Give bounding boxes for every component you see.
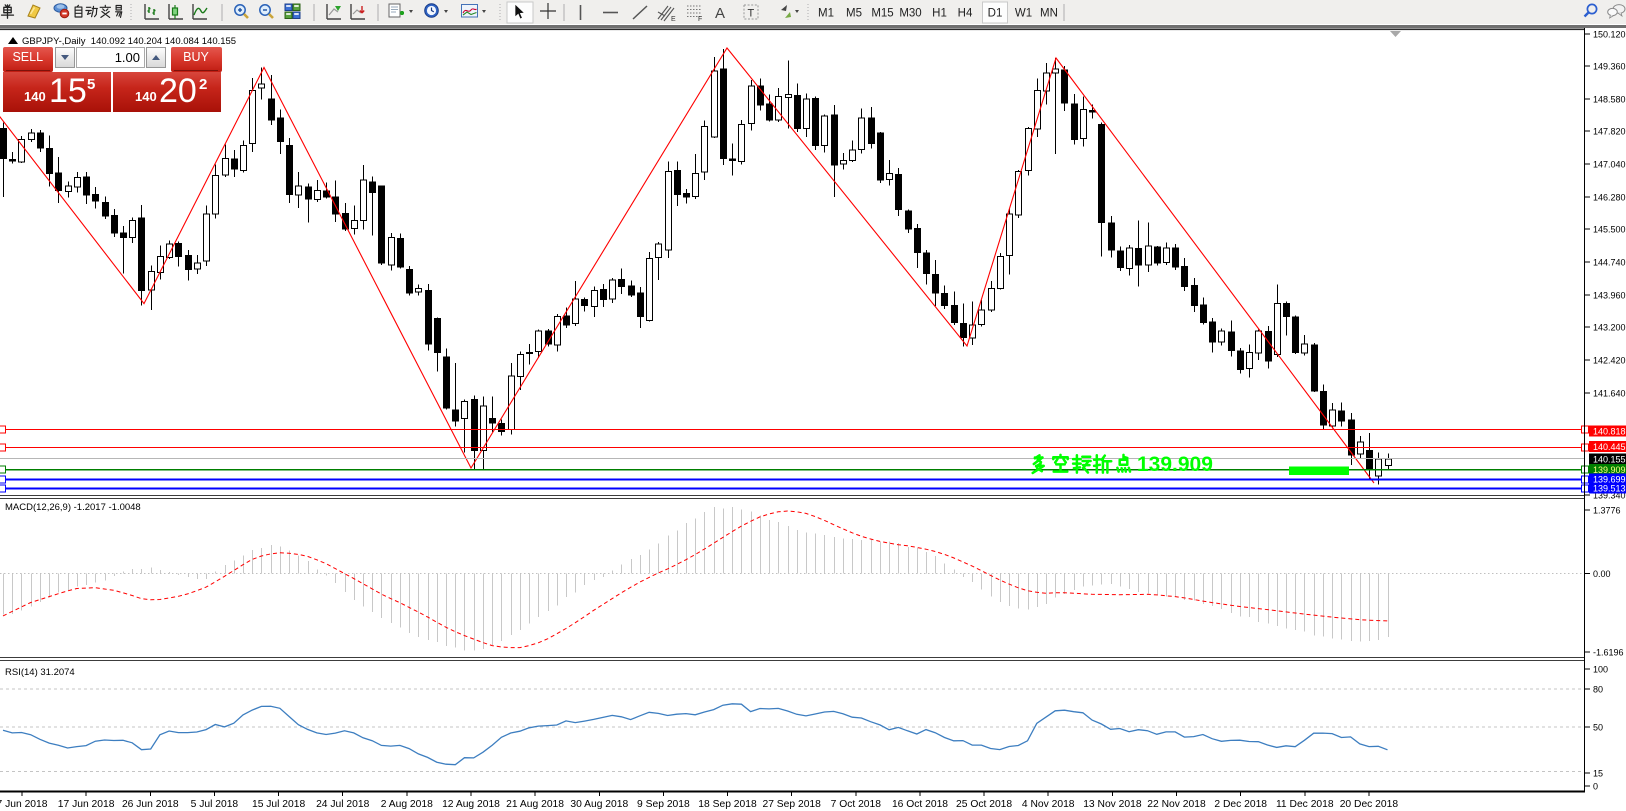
svg-text:139.909: 139.909 <box>1137 453 1213 476</box>
svg-text:139.340: 139.340 <box>1593 491 1626 501</box>
svg-text:149.360: 149.360 <box>1593 62 1626 72</box>
svg-text:147.820: 147.820 <box>1593 127 1626 137</box>
svg-text:26 Jun 2018: 26 Jun 2018 <box>122 799 179 810</box>
svg-text:16 Oct 2018: 16 Oct 2018 <box>892 799 948 810</box>
svg-text:27 Sep 2018: 27 Sep 2018 <box>762 799 821 810</box>
svg-text:1.3776: 1.3776 <box>1593 506 1621 516</box>
svg-text:0.00: 0.00 <box>1593 569 1611 579</box>
svg-text:80: 80 <box>1593 685 1603 695</box>
svg-text:4 Nov 2018: 4 Nov 2018 <box>1022 799 1075 810</box>
svg-text:21 Aug 2018: 21 Aug 2018 <box>506 799 564 810</box>
svg-text:148.580: 148.580 <box>1593 95 1626 105</box>
svg-text:18 Sep 2018: 18 Sep 2018 <box>698 799 757 810</box>
svg-text:M1: M1 <box>818 8 834 20</box>
svg-text:140.445: 140.445 <box>1593 442 1626 452</box>
svg-text:15 Jul 2018: 15 Jul 2018 <box>252 799 306 810</box>
svg-text:13 Nov 2018: 13 Nov 2018 <box>1083 799 1142 810</box>
svg-text:17 Jun 2018: 17 Jun 2018 <box>58 799 115 810</box>
svg-text:30 Aug 2018: 30 Aug 2018 <box>570 799 628 810</box>
svg-text:M30: M30 <box>899 8 921 20</box>
svg-text:7 Oct 2018: 7 Oct 2018 <box>831 799 882 810</box>
svg-text:D1: D1 <box>988 8 1003 20</box>
svg-text:M5: M5 <box>846 8 862 20</box>
svg-text:E: E <box>671 16 676 23</box>
svg-text:145.500: 145.500 <box>1593 225 1626 235</box>
svg-text:MN: MN <box>1040 8 1058 20</box>
svg-text:M15: M15 <box>871 8 893 20</box>
svg-text:0: 0 <box>1593 782 1598 792</box>
svg-text:22 Nov 2018: 22 Nov 2018 <box>1147 799 1206 810</box>
svg-text:RSI(14) 31.2074: RSI(14) 31.2074 <box>5 667 75 678</box>
svg-text:25 Oct 2018: 25 Oct 2018 <box>956 799 1012 810</box>
svg-text:50: 50 <box>1593 723 1603 733</box>
svg-text:12 Aug 2018: 12 Aug 2018 <box>442 799 500 810</box>
svg-text:MACD(12,26,9) -1.2017 -1.0048: MACD(12,26,9) -1.2017 -1.0048 <box>5 502 141 513</box>
svg-text:20 Dec 2018: 20 Dec 2018 <box>1340 799 1399 810</box>
svg-text:24 Jul 2018: 24 Jul 2018 <box>316 799 370 810</box>
svg-text:139.909: 139.909 <box>1593 465 1626 475</box>
svg-text:143.960: 143.960 <box>1593 291 1626 301</box>
svg-text:11 Dec 2018: 11 Dec 2018 <box>1276 799 1334 810</box>
svg-text:141.640: 141.640 <box>1593 389 1626 399</box>
svg-text:5 Jul 2018: 5 Jul 2018 <box>191 799 239 810</box>
svg-text:144.740: 144.740 <box>1593 258 1626 268</box>
svg-text:150.120: 150.120 <box>1593 30 1626 40</box>
svg-text:A: A <box>715 5 725 22</box>
svg-text:143.200: 143.200 <box>1593 323 1626 333</box>
svg-text:140.818: 140.818 <box>1593 427 1626 437</box>
svg-text:7 Jun 2018: 7 Jun 2018 <box>0 799 48 810</box>
svg-text:H1: H1 <box>932 8 947 20</box>
svg-text:-1.6196: -1.6196 <box>1593 648 1624 658</box>
svg-text:T: T <box>748 8 755 20</box>
svg-text:9 Sep 2018: 9 Sep 2018 <box>637 799 690 810</box>
svg-text:140.155: 140.155 <box>1593 455 1626 465</box>
svg-text:H4: H4 <box>958 8 973 20</box>
svg-text:147.040: 147.040 <box>1593 160 1626 170</box>
svg-text:F: F <box>698 16 702 23</box>
svg-text:100: 100 <box>1593 665 1608 675</box>
svg-text:142.420: 142.420 <box>1593 356 1626 366</box>
svg-text:146.280: 146.280 <box>1593 193 1626 203</box>
svg-text:15: 15 <box>1593 769 1603 779</box>
svg-text:139.699: 139.699 <box>1593 475 1626 485</box>
svg-text:W1: W1 <box>1015 8 1032 20</box>
svg-text:139.513: 139.513 <box>1593 484 1626 494</box>
svg-text:2 Dec 2018: 2 Dec 2018 <box>1214 799 1267 810</box>
svg-text:2 Aug 2018: 2 Aug 2018 <box>381 799 433 810</box>
